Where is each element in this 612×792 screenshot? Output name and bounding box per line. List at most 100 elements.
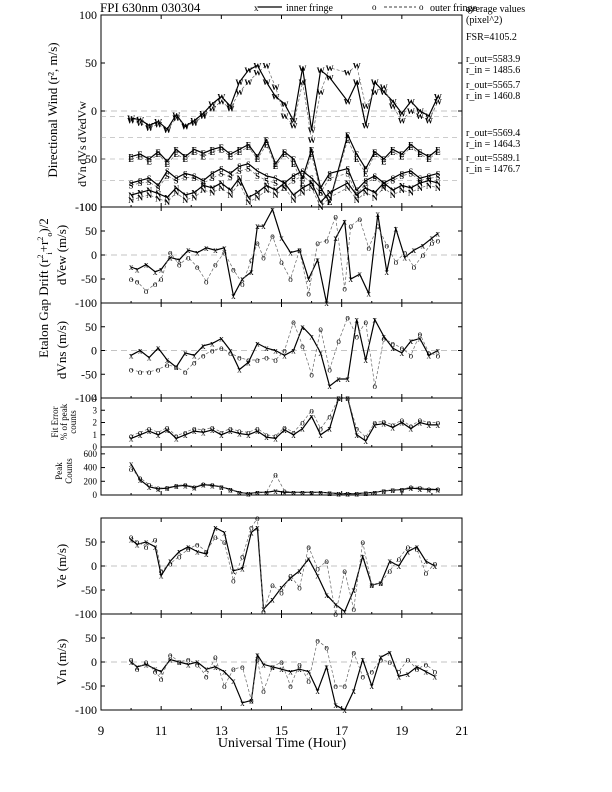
data-point-inner: S xyxy=(210,169,215,178)
data-point-inner: x xyxy=(282,487,287,497)
data-point-inner: N xyxy=(264,181,270,190)
data-point-outer: W xyxy=(389,102,397,111)
data-point-outer: S xyxy=(183,173,188,182)
y-tick-label: -100 xyxy=(75,200,97,214)
data-point-inner: E xyxy=(372,148,377,157)
data-point-outer: o xyxy=(222,681,227,691)
series-line-outer xyxy=(131,182,438,208)
data-point-inner: x xyxy=(318,430,323,440)
ylabel-vn: Vn (m/s) xyxy=(54,639,69,686)
data-point-outer: E xyxy=(327,198,332,207)
data-point-outer: o xyxy=(342,681,347,691)
data-point-inner: x xyxy=(261,659,266,669)
y-tick-label: -100 xyxy=(75,391,97,405)
data-point-outer: N xyxy=(164,198,170,207)
data-point-inner: E xyxy=(219,143,224,152)
data-point-outer: o xyxy=(403,248,408,258)
data-point-inner: E xyxy=(291,155,296,164)
data-point-outer: o xyxy=(201,350,206,360)
avg-n-out: r_out=5589.1 xyxy=(466,153,520,164)
offset-label-dve: dVe xyxy=(75,124,89,143)
data-point-outer: E xyxy=(264,141,269,150)
data-point-inner: W xyxy=(326,73,334,82)
y-tick-label: 0 xyxy=(91,655,97,669)
data-point-inner: W xyxy=(181,122,189,131)
data-point-outer: o xyxy=(186,544,191,554)
data-point-outer: N xyxy=(390,191,396,200)
data-point-inner: x xyxy=(153,542,158,552)
data-point-inner: N xyxy=(399,181,405,190)
data-point-outer: o xyxy=(270,231,275,241)
data-point-outer: o xyxy=(174,362,179,372)
data-point-outer: o xyxy=(427,484,432,494)
data-point-inner: x xyxy=(324,662,329,672)
data-point-inner: E xyxy=(228,150,233,159)
data-point-outer: o xyxy=(315,635,320,645)
data-point-inner: x xyxy=(153,267,158,277)
data-point-inner: x xyxy=(261,604,266,614)
data-point-inner: x xyxy=(397,561,402,571)
data-point-outer: o xyxy=(249,695,254,705)
data-point-outer: o xyxy=(433,667,438,677)
data-point-inner: x xyxy=(255,221,260,231)
data-point-outer: o xyxy=(436,484,441,494)
data-point-inner: x xyxy=(135,662,140,672)
data-point-inner: N xyxy=(372,189,378,198)
data-point-inner: x xyxy=(201,341,206,351)
data-point-inner: x xyxy=(264,432,269,442)
data-point-inner: x xyxy=(156,430,161,440)
data-point-inner: S xyxy=(165,167,170,176)
data-point-inner: N xyxy=(128,191,134,200)
data-point-outer: o xyxy=(391,420,396,430)
data-point-inner: x xyxy=(421,240,426,250)
ylabel-drift-a: Etalon Gap Drift (r xyxy=(36,258,51,358)
data-point-inner: N xyxy=(408,184,414,193)
data-point-inner: x xyxy=(291,430,296,440)
data-point-outer: o xyxy=(246,489,251,499)
x-axis-title: Universal Time (Hour) xyxy=(218,736,347,751)
data-point-outer: o xyxy=(336,489,341,499)
data-point-outer: E xyxy=(426,155,431,164)
data-point-outer: o xyxy=(315,238,320,248)
averages-block: FSR=4105.2 r_out=5583.9 r_in = 1485.6 r_… xyxy=(466,32,520,175)
data-point-outer: E xyxy=(399,153,404,162)
data-point-outer: o xyxy=(360,537,365,547)
data-point-outer: o xyxy=(318,324,323,334)
data-point-outer: o xyxy=(261,686,266,696)
data-point-outer: S xyxy=(237,167,242,176)
data-point-inner: x xyxy=(219,334,224,344)
data-point-inner: N xyxy=(273,186,279,195)
data-point-outer: N xyxy=(173,189,179,198)
data-point-outer: o xyxy=(237,426,242,436)
data-point-outer: W xyxy=(199,112,207,121)
data-point-outer: o xyxy=(138,367,143,377)
data-point-outer: o xyxy=(327,488,332,498)
data-point-inner: E xyxy=(273,160,278,169)
data-point-inner: S xyxy=(246,160,251,169)
data-point-outer: o xyxy=(192,357,197,367)
data-point-inner: x xyxy=(222,527,227,537)
data-point-outer: o xyxy=(183,427,188,437)
data-point-outer: o xyxy=(282,422,287,432)
data-point-inner: x xyxy=(273,346,278,356)
data-point-inner: E xyxy=(327,198,332,207)
ylabel-fit-1: Fit Error xyxy=(50,406,60,437)
data-point-outer: o xyxy=(195,262,200,272)
y-tick-label: 3 xyxy=(93,405,98,415)
legend-outer-label: outer fringe xyxy=(430,3,477,14)
data-point-outer: o xyxy=(210,422,215,432)
y-tick-label: 50 xyxy=(85,631,97,645)
x-tick-label: 9 xyxy=(98,723,105,738)
data-point-inner: x xyxy=(409,483,414,493)
data-point-inner: x xyxy=(418,418,423,428)
data-point-outer: o xyxy=(264,430,269,440)
data-point-inner: E xyxy=(426,153,431,162)
data-point-outer: o xyxy=(406,542,411,552)
data-point-outer: o xyxy=(309,369,314,379)
data-point-outer: o xyxy=(147,424,152,434)
data-point-outer: N xyxy=(255,193,261,202)
data-point-inner: W xyxy=(127,114,135,123)
data-point-outer: E xyxy=(354,155,359,164)
data-point-outer: o xyxy=(345,393,350,403)
